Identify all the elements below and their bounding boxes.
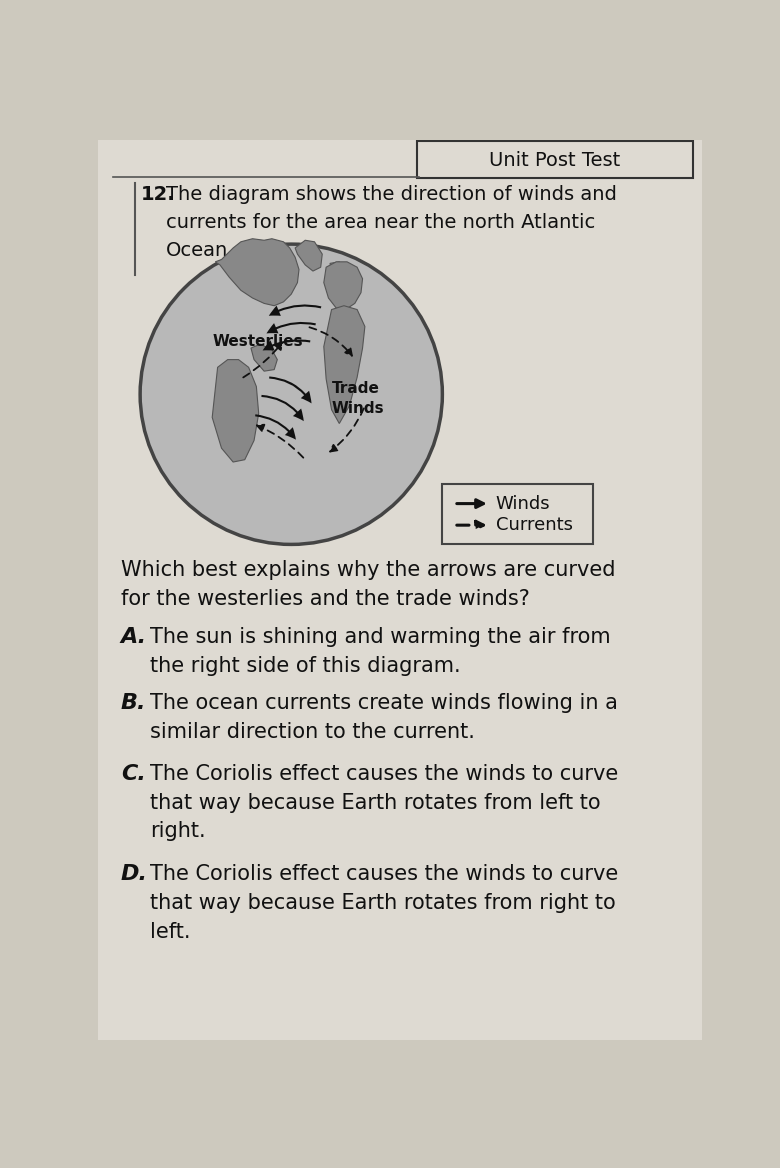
Text: C.: C. <box>121 764 146 784</box>
Text: Westerlies: Westerlies <box>212 334 303 349</box>
FancyBboxPatch shape <box>417 141 693 178</box>
Text: The sun is shining and warming the air from
the right side of this diagram.: The sun is shining and warming the air f… <box>151 627 611 675</box>
FancyArrowPatch shape <box>263 340 310 350</box>
Text: Winds: Winds <box>496 494 551 513</box>
Text: Currents: Currents <box>496 516 573 534</box>
Text: B.: B. <box>121 693 147 712</box>
FancyArrowPatch shape <box>255 415 296 439</box>
Circle shape <box>140 244 442 544</box>
Text: The Coriolis effect causes the winds to curve
that way because Earth rotates fro: The Coriolis effect causes the winds to … <box>151 764 619 841</box>
FancyBboxPatch shape <box>442 485 593 544</box>
Text: Unit Post Test: Unit Post Test <box>489 151 620 169</box>
Polygon shape <box>251 345 278 371</box>
FancyArrowPatch shape <box>269 376 311 403</box>
Polygon shape <box>324 262 363 310</box>
Polygon shape <box>324 306 365 424</box>
FancyArrowPatch shape <box>267 322 316 333</box>
Text: D.: D. <box>121 864 147 884</box>
Polygon shape <box>295 241 322 271</box>
Text: The diagram shows the direction of winds and
currents for the area near the nort: The diagram shows the direction of winds… <box>165 185 616 259</box>
Text: Which best explains why the arrows are curved
for the westerlies and the trade w: Which best explains why the arrows are c… <box>121 559 615 609</box>
Text: 12.: 12. <box>141 185 176 204</box>
Text: Trade
Winds: Trade Winds <box>332 381 385 416</box>
Text: A.: A. <box>121 627 147 647</box>
Text: The ocean currents create winds flowing in a
similar direction to the current.: The ocean currents create winds flowing … <box>151 693 618 742</box>
FancyArrowPatch shape <box>269 305 321 315</box>
Text: The Coriolis effect causes the winds to curve
that way because Earth rotates fro: The Coriolis effect causes the winds to … <box>151 864 619 941</box>
FancyArrowPatch shape <box>261 395 303 422</box>
Polygon shape <box>215 238 299 306</box>
Polygon shape <box>330 262 344 277</box>
Polygon shape <box>212 360 259 463</box>
